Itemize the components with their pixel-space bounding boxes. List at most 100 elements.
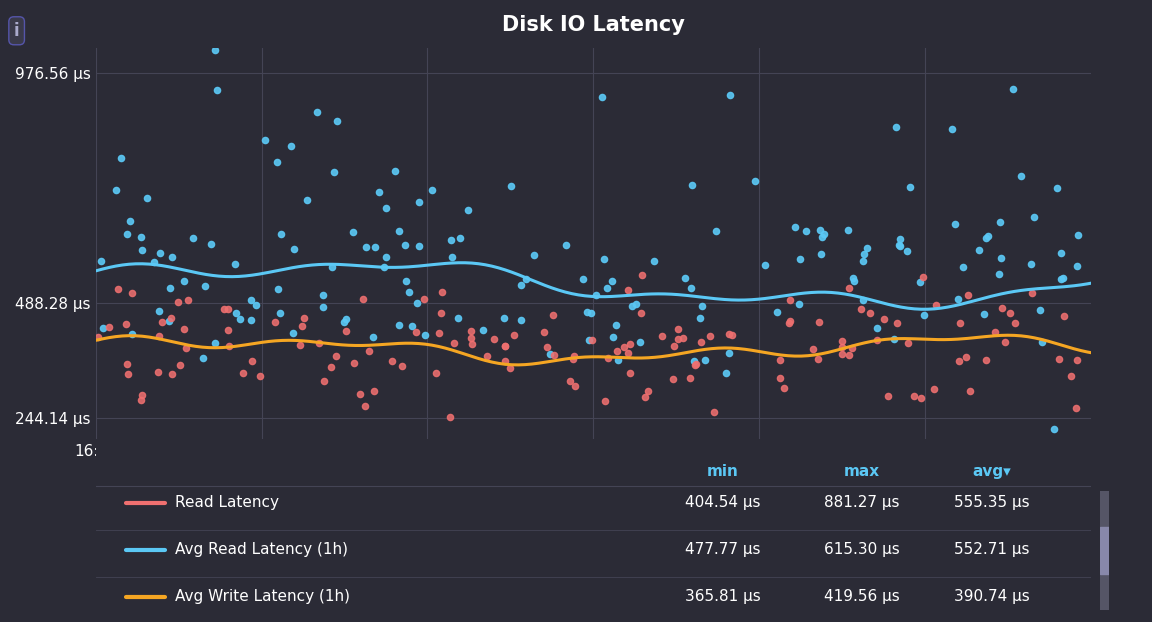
Point: [242, 315, 260, 325]
Point: [295, 313, 313, 323]
Point: [867, 323, 886, 333]
Point: [495, 341, 514, 351]
Point: [511, 280, 530, 290]
Point: [564, 354, 583, 364]
Point: [704, 407, 722, 417]
Point: [219, 325, 237, 335]
Point: [396, 276, 415, 286]
Point: [432, 287, 450, 297]
Point: [89, 332, 107, 341]
Point: [179, 295, 197, 305]
Point: [511, 315, 530, 325]
Point: [308, 106, 326, 116]
Point: [914, 272, 932, 282]
Point: [386, 166, 404, 176]
Point: [844, 276, 863, 286]
Point: [1062, 371, 1081, 381]
Point: [833, 342, 851, 352]
Point: [978, 231, 996, 241]
Point: [351, 389, 370, 399]
Point: [344, 227, 363, 237]
Point: [598, 283, 616, 293]
Point: [1031, 305, 1049, 315]
Point: [321, 361, 340, 371]
Point: [230, 314, 249, 324]
Point: [132, 396, 151, 406]
Point: [93, 323, 112, 333]
Point: [566, 381, 584, 391]
Point: [664, 374, 682, 384]
Bar: [1100, 527, 1109, 574]
Point: [501, 363, 520, 373]
Point: [681, 373, 699, 383]
Point: [950, 318, 969, 328]
Point: [901, 182, 919, 192]
Point: [138, 193, 157, 203]
Point: [132, 245, 151, 255]
Point: [389, 320, 408, 330]
Point: [366, 242, 385, 252]
Point: [854, 295, 872, 305]
Point: [272, 229, 290, 239]
Point: [220, 341, 238, 351]
Point: [266, 317, 285, 327]
Point: [423, 185, 441, 195]
Point: [949, 356, 968, 366]
Point: [152, 317, 170, 327]
Point: [1025, 211, 1044, 221]
Point: [886, 122, 904, 132]
Point: [374, 262, 393, 272]
Point: [400, 287, 418, 297]
Point: [890, 241, 909, 251]
Text: max: max: [844, 465, 880, 480]
Point: [334, 317, 353, 327]
Point: [403, 321, 422, 331]
Point: [1006, 318, 1024, 328]
Point: [925, 384, 943, 394]
Point: [286, 244, 304, 254]
Point: [323, 262, 341, 272]
Point: [665, 341, 683, 351]
Point: [356, 401, 374, 411]
Point: [495, 341, 514, 351]
Point: [653, 332, 672, 341]
Point: [226, 259, 244, 269]
Point: [621, 339, 639, 349]
Point: [615, 341, 634, 351]
Title: Disk IO Latency: Disk IO Latency: [502, 15, 684, 35]
Point: [961, 386, 979, 396]
Point: [1068, 355, 1086, 365]
Point: [687, 359, 705, 369]
Point: [389, 226, 408, 236]
Point: [958, 290, 977, 300]
Text: Avg Write Latency (1h): Avg Write Latency (1h): [175, 590, 350, 605]
Point: [685, 360, 704, 370]
Point: [1054, 273, 1073, 283]
Point: [607, 346, 626, 356]
Point: [833, 336, 851, 346]
Point: [775, 383, 794, 392]
Point: [538, 342, 556, 352]
Point: [812, 232, 831, 242]
Point: [485, 334, 503, 344]
Point: [911, 277, 930, 287]
Point: [990, 269, 1008, 279]
Point: [430, 328, 448, 338]
Point: [1047, 183, 1066, 193]
Point: [473, 325, 492, 335]
Point: [293, 322, 311, 332]
Point: [209, 85, 227, 95]
Point: [384, 356, 402, 366]
Point: [861, 309, 879, 318]
Point: [717, 368, 735, 378]
Point: [970, 245, 988, 255]
Text: 390.74 µs: 390.74 µs: [954, 590, 1029, 605]
Point: [696, 355, 714, 365]
Point: [645, 256, 664, 266]
Point: [602, 276, 621, 286]
Point: [810, 317, 828, 327]
Point: [108, 284, 127, 294]
Point: [684, 356, 703, 366]
Point: [346, 358, 364, 368]
Point: [309, 338, 327, 348]
